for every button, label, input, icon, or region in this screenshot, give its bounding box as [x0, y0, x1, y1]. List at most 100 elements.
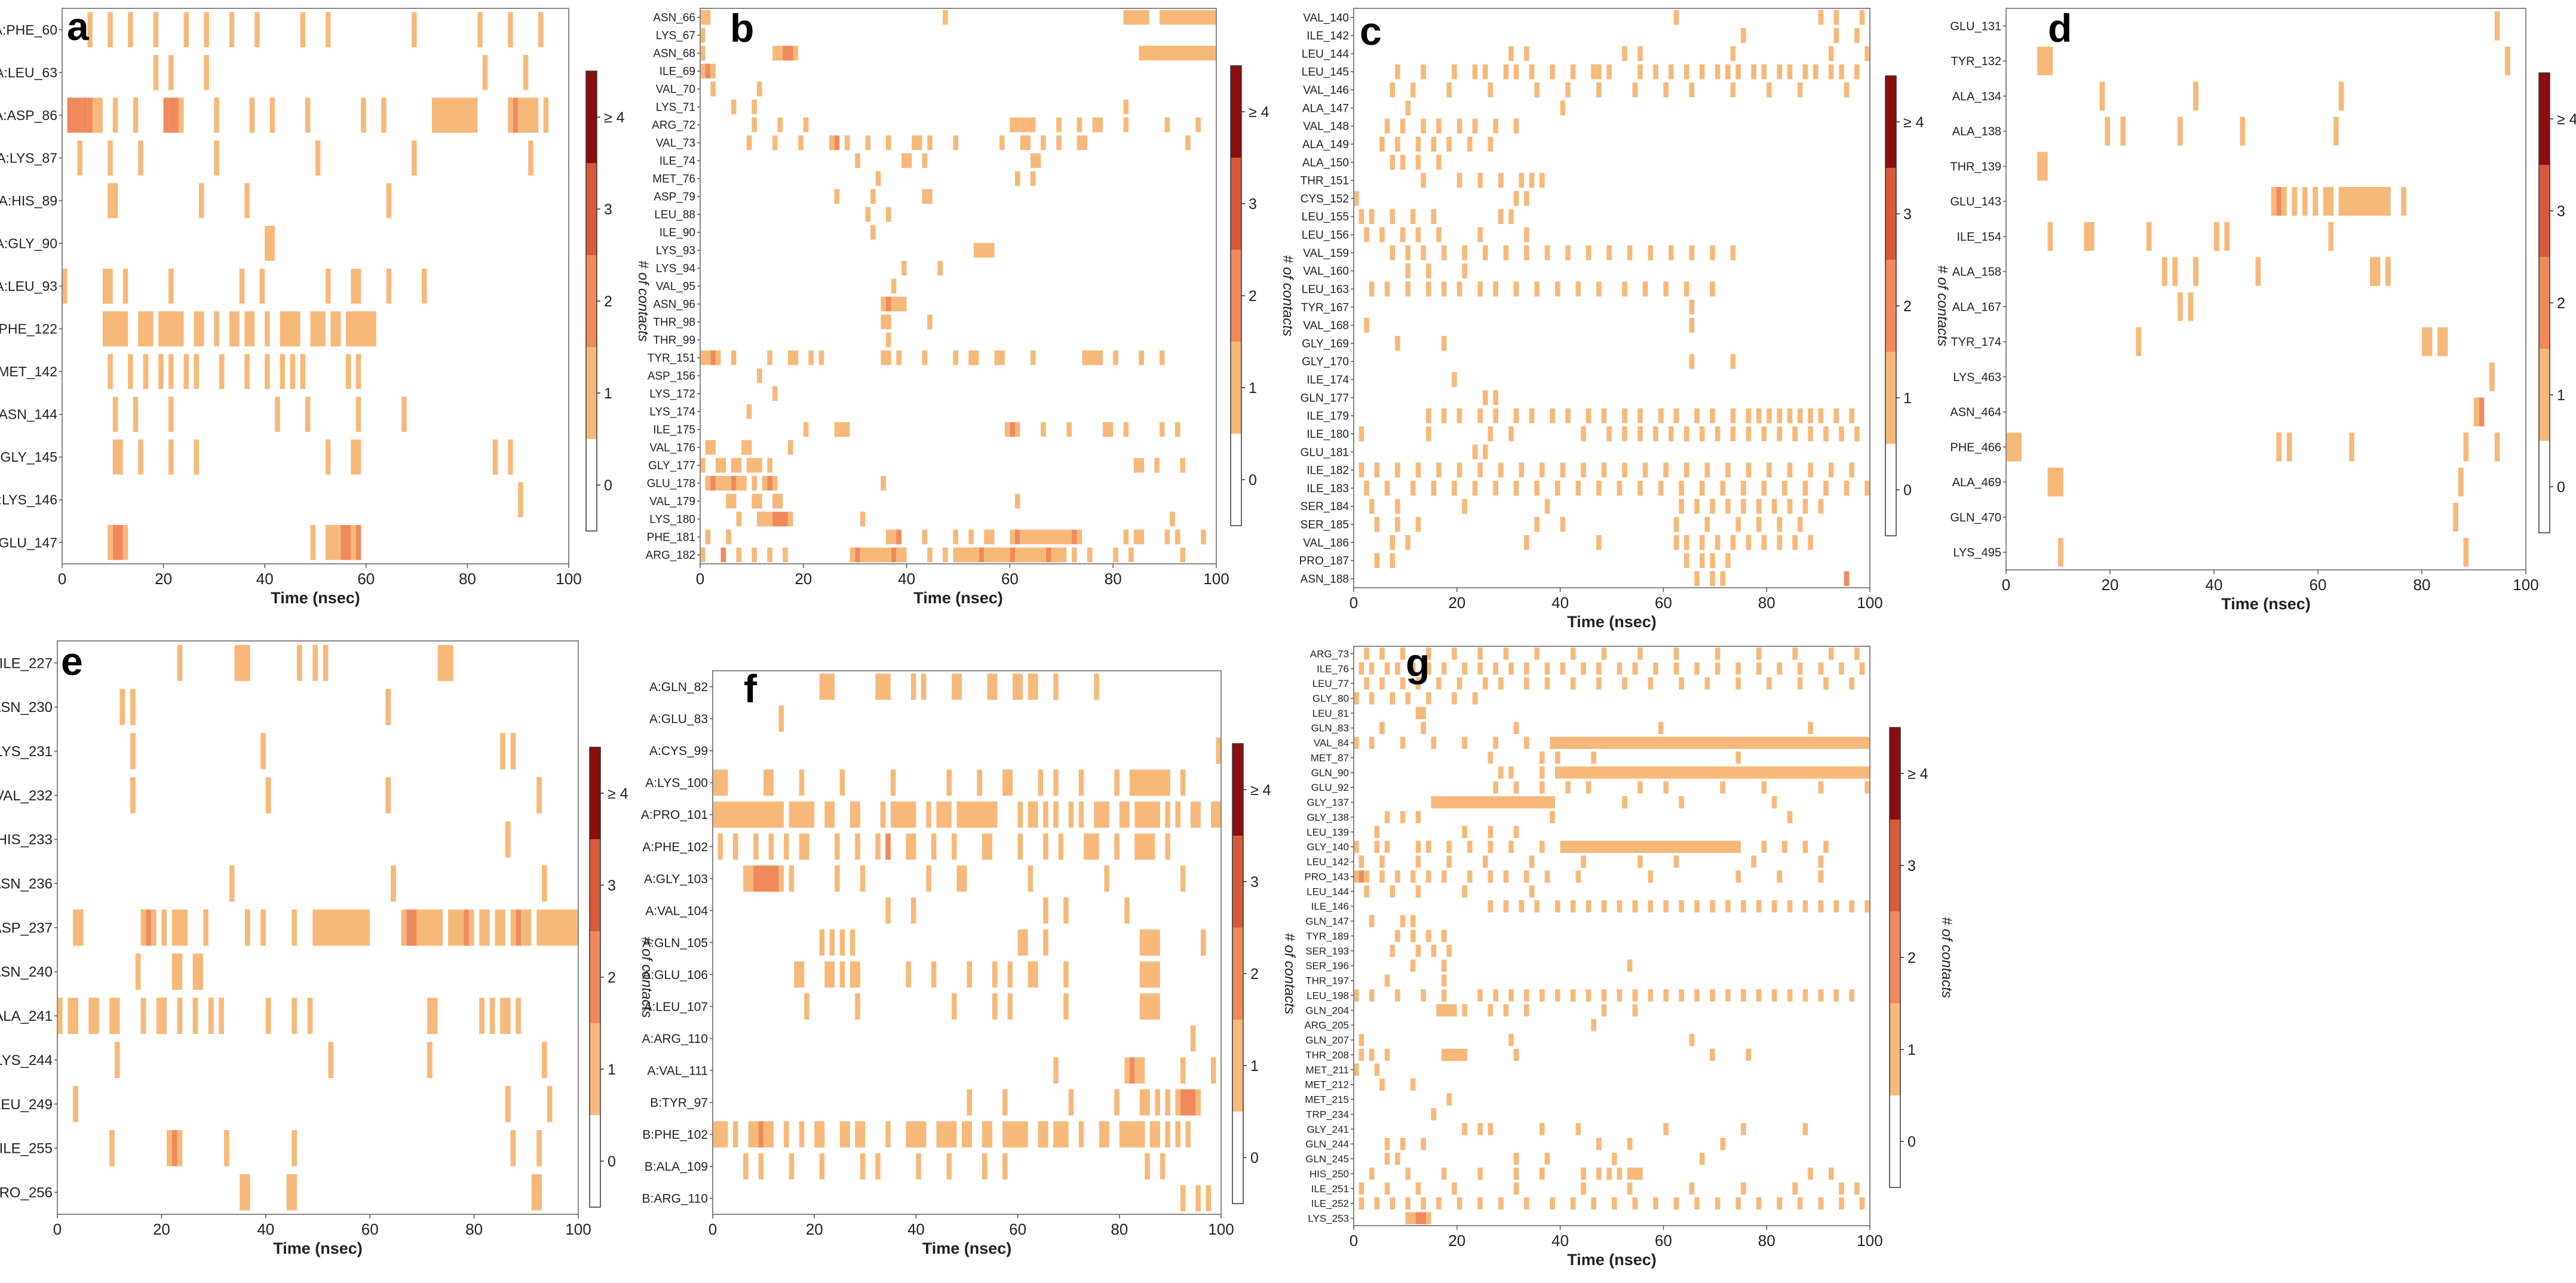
colorbar-segment [590, 839, 600, 931]
contact-cell [1710, 900, 1715, 913]
contact-cell [1063, 993, 1069, 1020]
contact-cell [743, 1153, 749, 1180]
contact-row [881, 296, 907, 312]
contact-cell [432, 97, 437, 133]
contact-cell [1441, 245, 1447, 260]
contact-cell [513, 97, 519, 133]
residue-label: GLU_131 [1950, 20, 2001, 33]
contact-cell [1694, 989, 1700, 1002]
contact-cell [726, 493, 737, 509]
contact-cell [1513, 1152, 1519, 1165]
x-tick-label: 60 [361, 1220, 379, 1238]
residue-label: ILE_146 [1311, 901, 1349, 912]
contact-cell [1746, 462, 1752, 478]
contact-cell [1560, 517, 1566, 532]
contact-cell [2037, 152, 2048, 181]
contact-cell [1622, 796, 1627, 809]
contact-cell [979, 547, 985, 563]
contact-cell [265, 997, 271, 1034]
contact-row [1364, 677, 1854, 690]
contact-cell [492, 439, 498, 475]
colorbar-level-label: 3 [604, 201, 612, 218]
contact-cell [992, 993, 998, 1020]
residue-label: ASP_237 [0, 920, 53, 936]
residue-label: VAL_73 [656, 137, 695, 150]
contact-cell [1802, 900, 1808, 913]
contact-cell [953, 547, 979, 563]
colorbar-level-label: ≥ 4 [1903, 114, 1924, 131]
contact-cell [1715, 1197, 1721, 1210]
residue-label: PRO_143 [1304, 871, 1349, 883]
contact-cell [906, 1121, 927, 1148]
contact-cell [1066, 422, 1072, 437]
contact-cell [1761, 64, 1767, 79]
contact-cell [1395, 929, 1400, 943]
contact-cell [1844, 480, 1850, 496]
contact-cell [1833, 408, 1839, 423]
contact-cell [168, 55, 174, 90]
contact-cell [1170, 10, 1212, 25]
contact-cell [834, 135, 840, 151]
contact-cell [153, 55, 159, 90]
contact-row [67, 97, 549, 133]
panel-letter: f [744, 667, 758, 711]
contact-row [1405, 263, 1467, 278]
contact-cell [839, 961, 845, 988]
heatmap-panel-e: ILE_227ASN_230LYS_231VAL_232HIS_233ASN_2… [0, 639, 655, 1257]
contact-cell [128, 354, 133, 389]
contact-cell [2333, 116, 2339, 146]
contact-cell [1426, 870, 1431, 883]
contact-cell [1735, 517, 1741, 532]
panel-letter: d [2048, 6, 2072, 50]
x-tick-label: 60 [1655, 594, 1672, 612]
contact-cell [300, 354, 306, 389]
contact-cell [1684, 462, 1689, 478]
contact-cell [1421, 118, 1426, 134]
contact-cell [1041, 135, 1046, 151]
contact-cell [1823, 840, 1829, 853]
contact-cell [1395, 136, 1400, 152]
contact-cell [1560, 840, 1741, 853]
contact-cell [1452, 372, 1457, 387]
contact-cell [1144, 45, 1216, 61]
contact-cell [1544, 1152, 1550, 1165]
contact-cell [1190, 801, 1201, 828]
contact-cell [717, 833, 723, 860]
contact-cell [1699, 1152, 1705, 1165]
residue-label: A:CYS_99 [649, 744, 708, 758]
contact-cell [482, 55, 488, 90]
contact-cell [1201, 529, 1206, 545]
contact-cell [1808, 408, 1813, 423]
contact-cell [1581, 426, 1586, 441]
contact-cell [1119, 1121, 1145, 1148]
contact-cell [2494, 11, 2500, 41]
contact-cell [1164, 117, 1170, 133]
residue-label: ARG_72 [652, 119, 695, 132]
residue-label: ILE_76 [1317, 663, 1349, 674]
contact-cell [1710, 553, 1715, 568]
contact-cell [1094, 673, 1099, 700]
residue-label: B:ARG_110 [642, 1192, 708, 1206]
contact-cell [1384, 974, 1390, 987]
colorbar-level-label: 3 [1249, 196, 1257, 213]
residue-label: ILE_174 [1307, 374, 1349, 386]
residue-label: MET_76 [652, 173, 695, 186]
contact-cell [752, 99, 757, 115]
contact-cell [1591, 64, 1596, 79]
contact-row [705, 440, 793, 455]
contact-cell [1534, 82, 1540, 97]
residue-label: ILE_175 [653, 424, 695, 437]
contact-cell [1679, 989, 1684, 1002]
contact-cell [767, 547, 772, 563]
contact-cell [1601, 408, 1607, 423]
contact-cell [1735, 64, 1741, 79]
contact-cell [1134, 1057, 1145, 1084]
contact-cell [1441, 974, 1447, 987]
residue-label: GLY_170 [1302, 356, 1349, 369]
contact-cell [1017, 801, 1023, 828]
contact-cell [1053, 1121, 1069, 1148]
contact-cell [1395, 870, 1400, 883]
contact-cell [1627, 245, 1633, 260]
contact-cell [547, 1086, 553, 1122]
residue-label: VAL_146 [1303, 84, 1349, 97]
